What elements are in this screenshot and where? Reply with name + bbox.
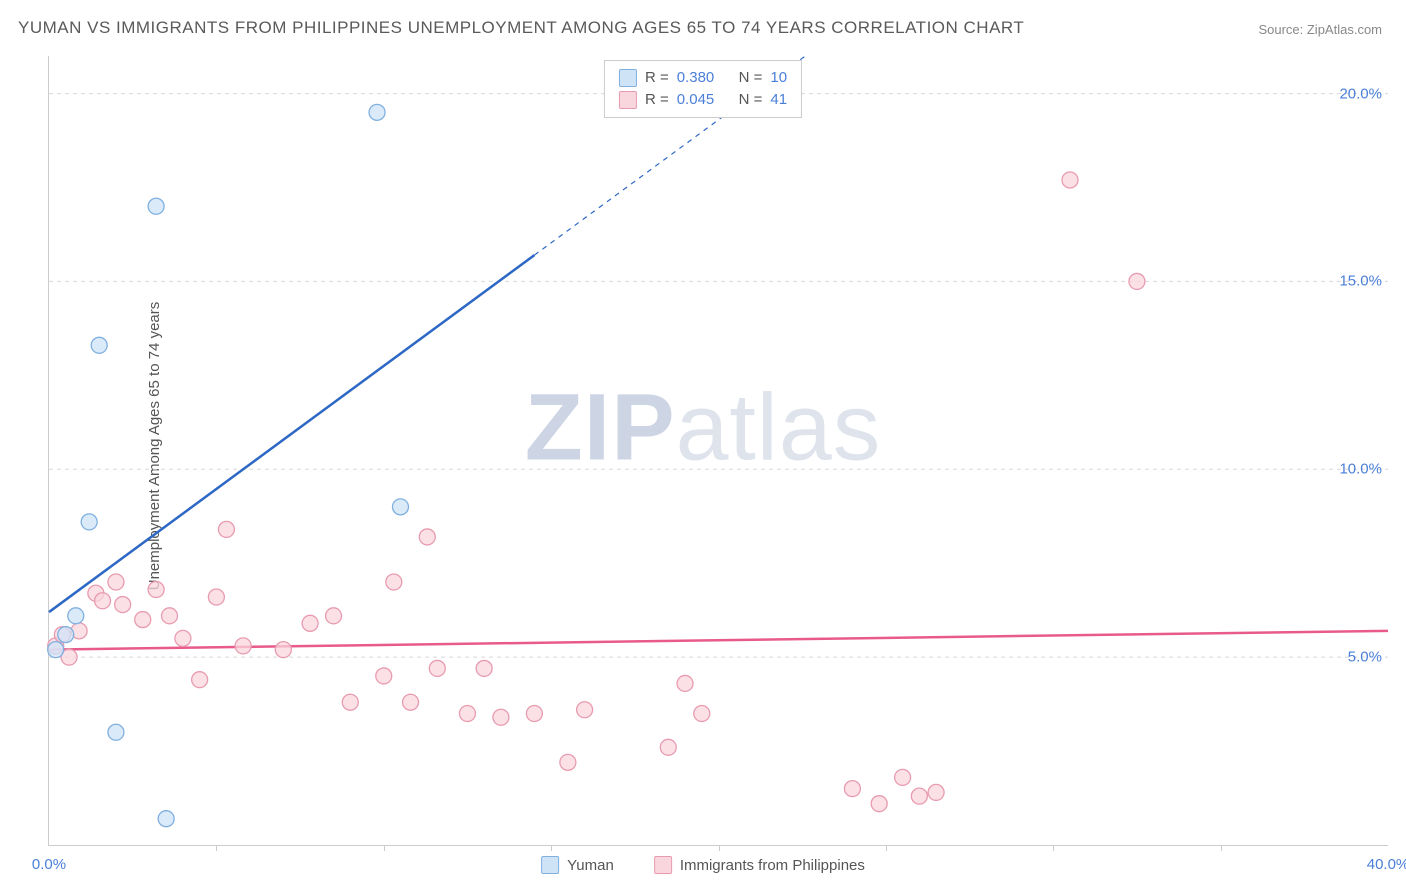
- legend-label-a: Yuman: [567, 857, 614, 874]
- n-prefix: N =: [739, 67, 763, 89]
- series-legend: Yuman Immigrants from Philippines: [541, 856, 865, 874]
- x-tick-mark: [216, 845, 217, 851]
- x-tick-mark: [551, 845, 552, 851]
- x-tick-label: 40.0%: [1367, 856, 1406, 873]
- stats-legend: R = 0.380 N = 10 R = 0.045 N = 41: [604, 60, 802, 118]
- x-tick-mark: [1221, 845, 1222, 851]
- source-label: Source: ZipAtlas.com: [1258, 22, 1382, 37]
- legend-item-a: Yuman: [541, 856, 614, 874]
- scatter-points: [49, 56, 1388, 845]
- x-tick-label: 0.0%: [32, 856, 66, 873]
- x-tick-mark: [719, 845, 720, 851]
- x-tick-mark: [1053, 845, 1054, 851]
- x-tick-mark: [384, 845, 385, 851]
- stats-row-a: R = 0.380 N = 10: [619, 67, 787, 89]
- x-tick-mark: [886, 845, 887, 851]
- swatch-a-icon: [541, 856, 559, 874]
- legend-label-b: Immigrants from Philippines: [680, 857, 865, 874]
- legend-item-b: Immigrants from Philippines: [654, 856, 865, 874]
- n-value-a: 10: [770, 67, 787, 89]
- swatch-b-icon: [654, 856, 672, 874]
- plot-area: 5.0%10.0%15.0%20.0%0.0%40.0%: [48, 56, 1388, 846]
- swatch-b-icon: [619, 91, 637, 109]
- n-prefix: N =: [739, 89, 763, 111]
- r-value-b: 0.045: [677, 89, 715, 111]
- r-value-a: 0.380: [677, 67, 715, 89]
- r-prefix: R =: [645, 89, 669, 111]
- r-prefix: R =: [645, 67, 669, 89]
- stats-row-b: R = 0.045 N = 41: [619, 89, 787, 111]
- swatch-a-icon: [619, 69, 637, 87]
- n-value-b: 41: [770, 89, 787, 111]
- chart-title: YUMAN VS IMMIGRANTS FROM PHILIPPINES UNE…: [18, 18, 1024, 38]
